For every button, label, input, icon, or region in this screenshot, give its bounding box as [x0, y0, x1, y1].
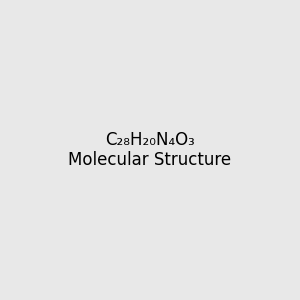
Text: C₂₈H₂₀N₄O₃
Molecular Structure: C₂₈H₂₀N₄O₃ Molecular Structure	[68, 130, 232, 170]
